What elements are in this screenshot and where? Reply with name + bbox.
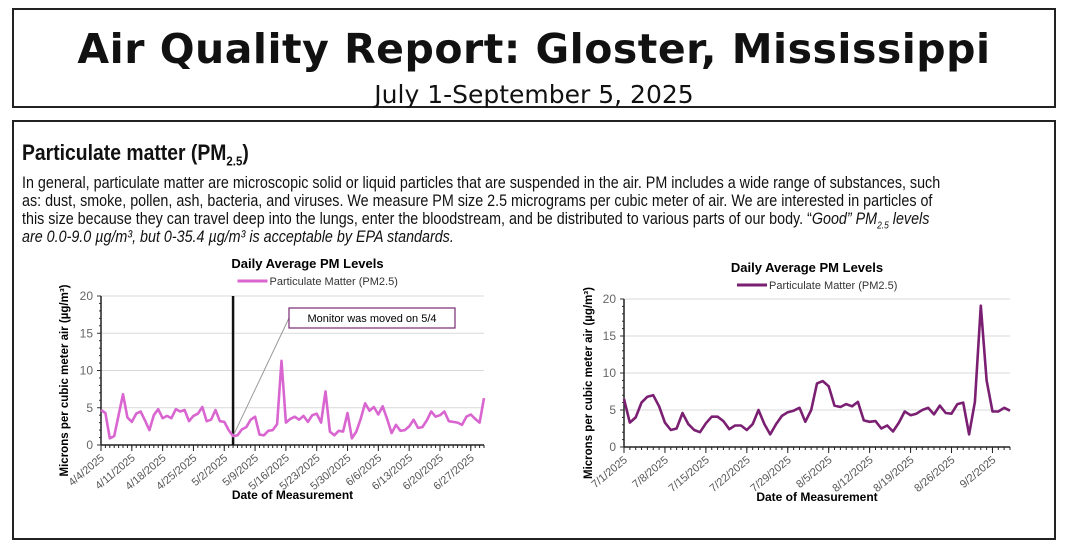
chart-july-september: Daily Average PM Levels Particulate Matte… (0, 0, 1071, 515)
x-tick-label: 8/12/2025 (830, 454, 875, 495)
y-tick-label: 15 (603, 329, 617, 343)
x-axis-title: Date of Measurement (756, 490, 877, 504)
x-tick-label: 7/29/2025 (748, 454, 793, 495)
x-tick-label: 8/19/2025 (871, 454, 916, 495)
x-tick-label: 7/8/2025 (630, 454, 671, 491)
y-tick-label: 0 (609, 440, 616, 454)
y-tick-label: 20 (603, 292, 617, 306)
x-tick-label: 9/2/2025 (958, 454, 999, 491)
x-tick-label: 7/15/2025 (667, 454, 712, 495)
x-tick-label: 8/5/2025 (794, 454, 835, 491)
legend-label: Particulate Matter (PM2.5) (769, 280, 897, 292)
x-tick-label: 7/22/2025 (708, 454, 753, 495)
y-axis-title: Microns per cubic meter air (µg/m³) (583, 287, 595, 479)
y-tick-label: 5 (609, 403, 616, 417)
x-tick-label: 7/1/2025 (589, 454, 630, 491)
pm25-series-line (624, 306, 1010, 435)
x-tick-label: 8/26/2025 (912, 454, 957, 495)
chart-title: Daily Average PM Levels (731, 260, 883, 275)
y-tick-label: 10 (603, 366, 617, 380)
